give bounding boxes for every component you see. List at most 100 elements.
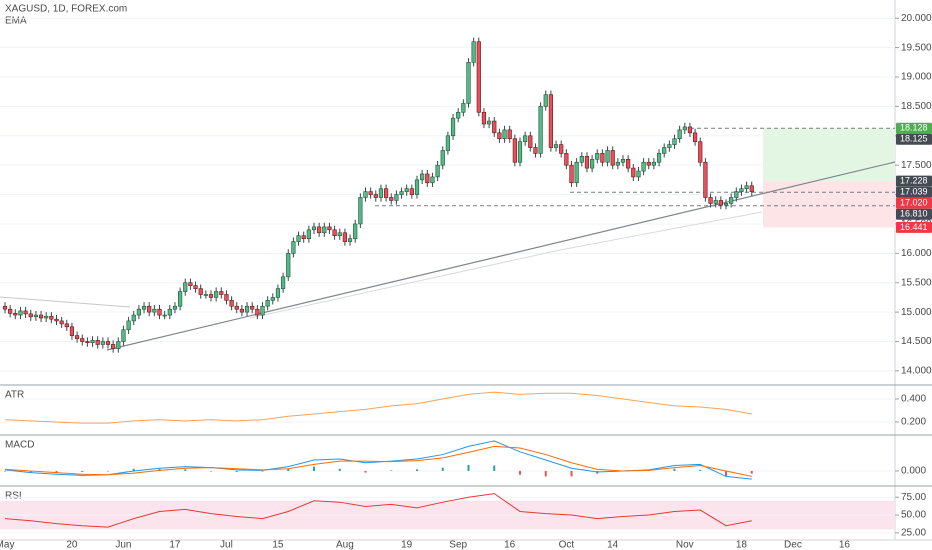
candle-body [502, 129, 507, 140]
candle-body [23, 310, 28, 315]
candle-body [749, 185, 754, 192]
candle-body [461, 103, 466, 113]
candle-body [188, 282, 193, 286]
candle-body [54, 318, 59, 322]
price-tag-label: 17.039 [900, 187, 928, 197]
price-tag [896, 122, 932, 134]
candle-body [656, 153, 662, 163]
candle-body [33, 314, 38, 318]
candle-body [584, 156, 590, 169]
macd-histogram-bar [29, 470, 32, 473]
candle-body [131, 314, 136, 322]
candle-body [394, 194, 399, 201]
candle-body [353, 223, 358, 239]
pane-title: ATR [5, 390, 24, 401]
candle-body [389, 197, 394, 201]
price-tag-label: 16.810 [900, 209, 928, 219]
candle-body [708, 197, 713, 204]
x-tick-label: 19 [401, 540, 413, 550]
candle-body [2, 305, 8, 310]
price-tag-label: 17.020 [900, 198, 928, 208]
ema-line [249, 211, 763, 319]
macd-histogram-bar [235, 470, 238, 473]
candle-body [383, 188, 389, 198]
candle-body [214, 291, 219, 298]
loss-zone [763, 181, 895, 228]
candle-body [626, 158, 631, 169]
x-tick-label: 20 [66, 540, 78, 550]
candle-body [620, 158, 626, 163]
candle-body [59, 320, 64, 325]
candle-body [445, 135, 451, 151]
x-tick-label: 16 [504, 540, 516, 550]
macd-histogram-bar [493, 465, 496, 471]
candle-body [219, 291, 224, 295]
x-tick-label: Jun [115, 540, 131, 550]
candle-body [692, 132, 698, 142]
y-tick-label: 19.500 [901, 42, 932, 53]
candle-body [296, 235, 301, 242]
candle-body [8, 308, 13, 314]
candle-body [651, 161, 656, 166]
y-tick-label: 25.00 [901, 528, 926, 539]
macd-line [4, 445, 752, 477]
price-tag-label: 18.128 [900, 123, 928, 133]
candle-body [265, 300, 270, 307]
candle-body [18, 310, 23, 316]
candle-body [111, 344, 116, 349]
candle-body [435, 164, 440, 178]
candle-body [641, 161, 646, 172]
macd-histogram-bar [81, 470, 84, 473]
candle-body [280, 276, 286, 289]
candle-body [610, 150, 615, 166]
price-tag [896, 221, 932, 233]
y-tick-label: 18.500 [901, 101, 932, 112]
y-tick-label: 14.000 [901, 366, 932, 377]
candle-body [507, 129, 512, 140]
candle-body [492, 120, 497, 134]
candle-body [631, 167, 636, 178]
candle-body [49, 315, 54, 320]
macd-histogram-bar [107, 470, 109, 472]
candle-body [208, 294, 214, 298]
candle-body [327, 226, 332, 231]
candle-body [126, 320, 131, 331]
candle-body [368, 191, 373, 195]
macd-histogram-bar [441, 467, 444, 471]
candle-body [677, 129, 682, 140]
candle-body [723, 203, 729, 206]
y-tick-label: 15.000 [901, 307, 932, 318]
candle-body [414, 179, 420, 195]
macd-histogram-bar [210, 470, 212, 472]
candle-body [152, 308, 157, 313]
candle-body [605, 150, 610, 163]
macd-histogram-bar [416, 469, 418, 471]
x-tick-label: Dec [784, 540, 802, 550]
x-tick-label: May [0, 540, 14, 550]
candle-body [28, 313, 33, 318]
pane-title: MACD [5, 440, 34, 451]
price-tag-label: 18.125 [900, 134, 928, 144]
candle-body [80, 338, 85, 342]
candle-body [600, 153, 605, 163]
price-tag-label: 17.228 [900, 176, 928, 186]
candle-body [193, 285, 198, 289]
candle-body [744, 185, 749, 189]
candle-body [718, 200, 723, 206]
pane-title: RSI [5, 491, 22, 502]
candle-body [100, 341, 105, 345]
candle-body [244, 305, 250, 313]
candle-body [157, 308, 162, 316]
candle-body [229, 300, 234, 307]
candle-body [399, 191, 404, 195]
candle-body [739, 188, 744, 192]
candle-body [167, 308, 172, 316]
candle-body [497, 132, 502, 140]
candle-body [198, 288, 203, 295]
candle-body [69, 326, 75, 336]
y-tick-label: 20.000 [901, 13, 932, 24]
y-tick-label: 0.000 [901, 466, 926, 477]
candle-body [559, 144, 564, 154]
